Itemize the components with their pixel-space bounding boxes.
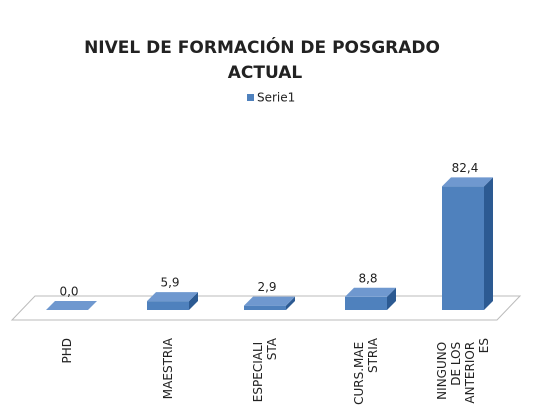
- x-tick-label: PHD: [60, 338, 74, 364]
- bar-top: [244, 296, 295, 306]
- bar: [244, 296, 295, 310]
- bar-top: [345, 287, 396, 297]
- x-tick-label: ESPECIALI STA: [251, 337, 279, 402]
- x-tick-label: NINGUNO DE LOS ANTERIOR ES: [435, 338, 491, 404]
- data-label: 0,0: [59, 285, 78, 299]
- bar: [46, 301, 97, 310]
- chart-title: NIVEL DE FORMACIÓN DE POSGRADO ACTUAL: [84, 36, 446, 83]
- bar-top: [147, 292, 198, 302]
- data-label: 82,4: [452, 161, 479, 175]
- bar-front: [147, 301, 189, 310]
- bar-side: [286, 296, 295, 310]
- legend-label: Serie1: [257, 91, 295, 105]
- bar: [147, 292, 198, 310]
- bar: [442, 177, 493, 310]
- bar-front: [345, 296, 387, 310]
- bar: [345, 287, 396, 310]
- data-label: 5,9: [160, 276, 179, 290]
- data-label: 8,8: [358, 271, 377, 285]
- bar-front: [442, 186, 484, 310]
- bar-side: [189, 292, 198, 310]
- floor: [10, 295, 522, 321]
- x-tick-label: MAESTRIA: [161, 337, 175, 399]
- bar-top: [46, 301, 97, 310]
- data-label: 2,9: [257, 280, 276, 294]
- legend-swatch: [247, 94, 254, 101]
- bar-top: [442, 177, 493, 187]
- x-tick-label: CURS.MAE STRIA: [352, 337, 380, 405]
- bar-front: [244, 305, 286, 310]
- bar-side: [484, 177, 493, 310]
- bar-side: [387, 287, 396, 310]
